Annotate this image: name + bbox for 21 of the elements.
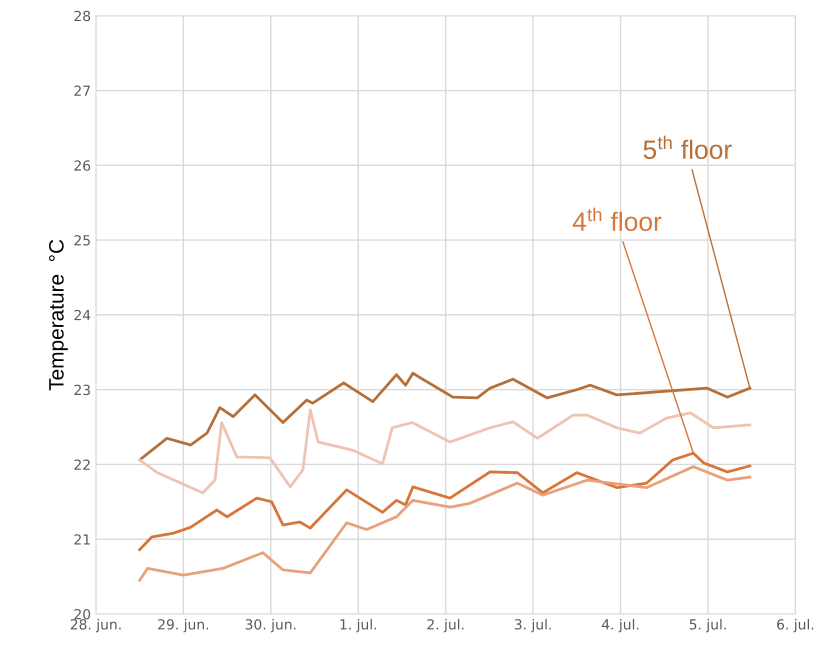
y-tick-label: 23 (74, 384, 90, 396)
y-tick-label: 25 (74, 235, 90, 246)
x-tick-label: 28. jun. (70, 618, 121, 632)
annotation: 4$^{th}$ floor (572, 208, 662, 232)
x-tick-label: 6. jul. (777, 618, 814, 632)
y-tick-label: 28 (74, 10, 90, 22)
x-tick-label: 4. jul. (602, 618, 638, 632)
y-tick-label: 26 (74, 160, 90, 171)
y-tick-label: 24 (74, 310, 90, 320)
x-tick-label: 29. jun. (158, 618, 208, 632)
y-tick-label: 20 (74, 608, 90, 620)
x-tick-label: 2. jul. (427, 618, 464, 632)
x-tick-label: 1. jul. (340, 618, 376, 632)
x-tick-label: 3. jul. (514, 618, 551, 632)
y-axis-title: Temperature °C (48, 240, 68, 390)
y-tick-label: 22 (74, 459, 90, 470)
y-tick-label: 27 (74, 85, 90, 96)
x-tick-label: 30. jun. (246, 618, 296, 632)
y-tick-label: 21 (74, 534, 90, 545)
annotation: 5$^{th}$ floor (644, 136, 732, 160)
x-tick-label: 5. jul. (690, 618, 726, 632)
